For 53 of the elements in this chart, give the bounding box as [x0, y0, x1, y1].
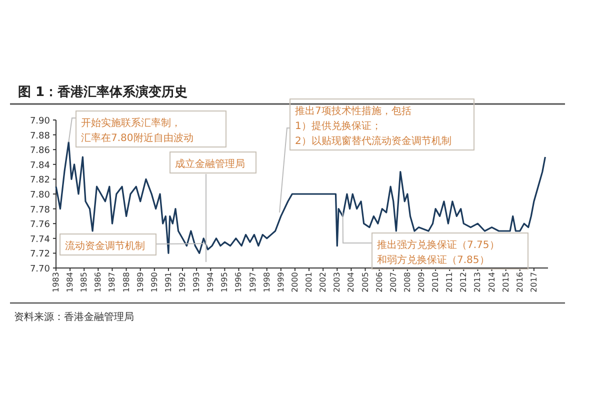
x-tick-label: 2010 — [431, 272, 440, 292]
x-tick-label: 2017 — [529, 272, 538, 292]
y-tick-label: 7.74 — [30, 234, 50, 245]
x-tick-label: 1992 — [178, 272, 188, 292]
x-tick-label: 1990 — [150, 272, 159, 292]
x-tick-label: 1984 — [66, 272, 75, 292]
annotation: 开始实施联系汇率制，汇率在7.80附近自由波动 — [81, 117, 194, 144]
annotation: 推出7项技术性措施，包括1）提供兑换保证；2）以贴现窗替代流动资金调节机制 — [295, 105, 452, 147]
chart-title: 图 1：香港汇率体系演变历史 — [18, 84, 188, 100]
x-tick-label: 1989 — [136, 272, 145, 292]
x-tick-label: 2012 — [459, 272, 468, 292]
x-tick-label: 1997 — [248, 272, 258, 292]
x-tick-label: 2001 — [304, 272, 314, 292]
x-tick-label: 2009 — [416, 272, 426, 292]
x-tick-label: 2015 — [501, 272, 510, 292]
annotation: 成立金融管理局 — [175, 158, 245, 170]
x-tick-label: 1988 — [122, 272, 131, 292]
y-tick-label: 7.72 — [30, 250, 50, 260]
x-tick-label: 2016 — [515, 272, 524, 292]
x-tick-label: 1983 — [52, 272, 60, 292]
y-tick-label: 7.86 — [30, 146, 50, 156]
x-tick-label: 2014 — [487, 272, 496, 292]
x-tick-label: 1987 — [108, 272, 117, 292]
x-tick-label: 2013 — [473, 272, 482, 292]
x-tick-label: 2008 — [402, 272, 412, 292]
y-tick-label: 7.90 — [30, 116, 50, 126]
annotation: 流动资金调节机制 — [65, 240, 145, 252]
x-tick-label: 1996 — [234, 272, 244, 292]
y-tick-label: 7.78 — [30, 205, 50, 216]
x-tick-label: 2003 — [332, 272, 342, 292]
y-tick-label: 7.76 — [30, 220, 50, 230]
y-tick-label: 7.82 — [30, 176, 50, 186]
x-tick-label: 2006 — [374, 272, 384, 292]
annotation: 推出强方兑换保证（7.75）和弱方兑换保证（7.85） — [377, 239, 500, 266]
x-tick-label: 2002 — [318, 272, 328, 292]
text: 资料来源：香港金融管理局 — [14, 311, 134, 323]
x-tick-label: 1993 — [192, 272, 202, 292]
x-tick-label: 2005 — [360, 272, 370, 292]
x-tick-label: 1985 — [80, 272, 89, 292]
x-tick-label: 1995 — [220, 272, 230, 292]
x-tick-label: 2000 — [290, 272, 300, 292]
x-tick-label: 1991 — [164, 272, 173, 292]
x-tick-label: 2007 — [388, 272, 398, 292]
y-tick-label: 7.80 — [30, 190, 50, 200]
y-tick-label: 7.88 — [30, 131, 50, 142]
x-tick-label: 2011 — [445, 272, 454, 292]
y-tick-label: 7.70 — [30, 264, 50, 274]
x-tick-label: 1986 — [94, 272, 103, 292]
x-tick-label: 1998 — [262, 272, 272, 292]
x-tick-label: 1999 — [276, 272, 286, 292]
y-tick-label: 7.84 — [30, 160, 50, 171]
x-tick-label: 1994 — [206, 272, 216, 292]
x-tick-label: 2004 — [346, 272, 356, 292]
